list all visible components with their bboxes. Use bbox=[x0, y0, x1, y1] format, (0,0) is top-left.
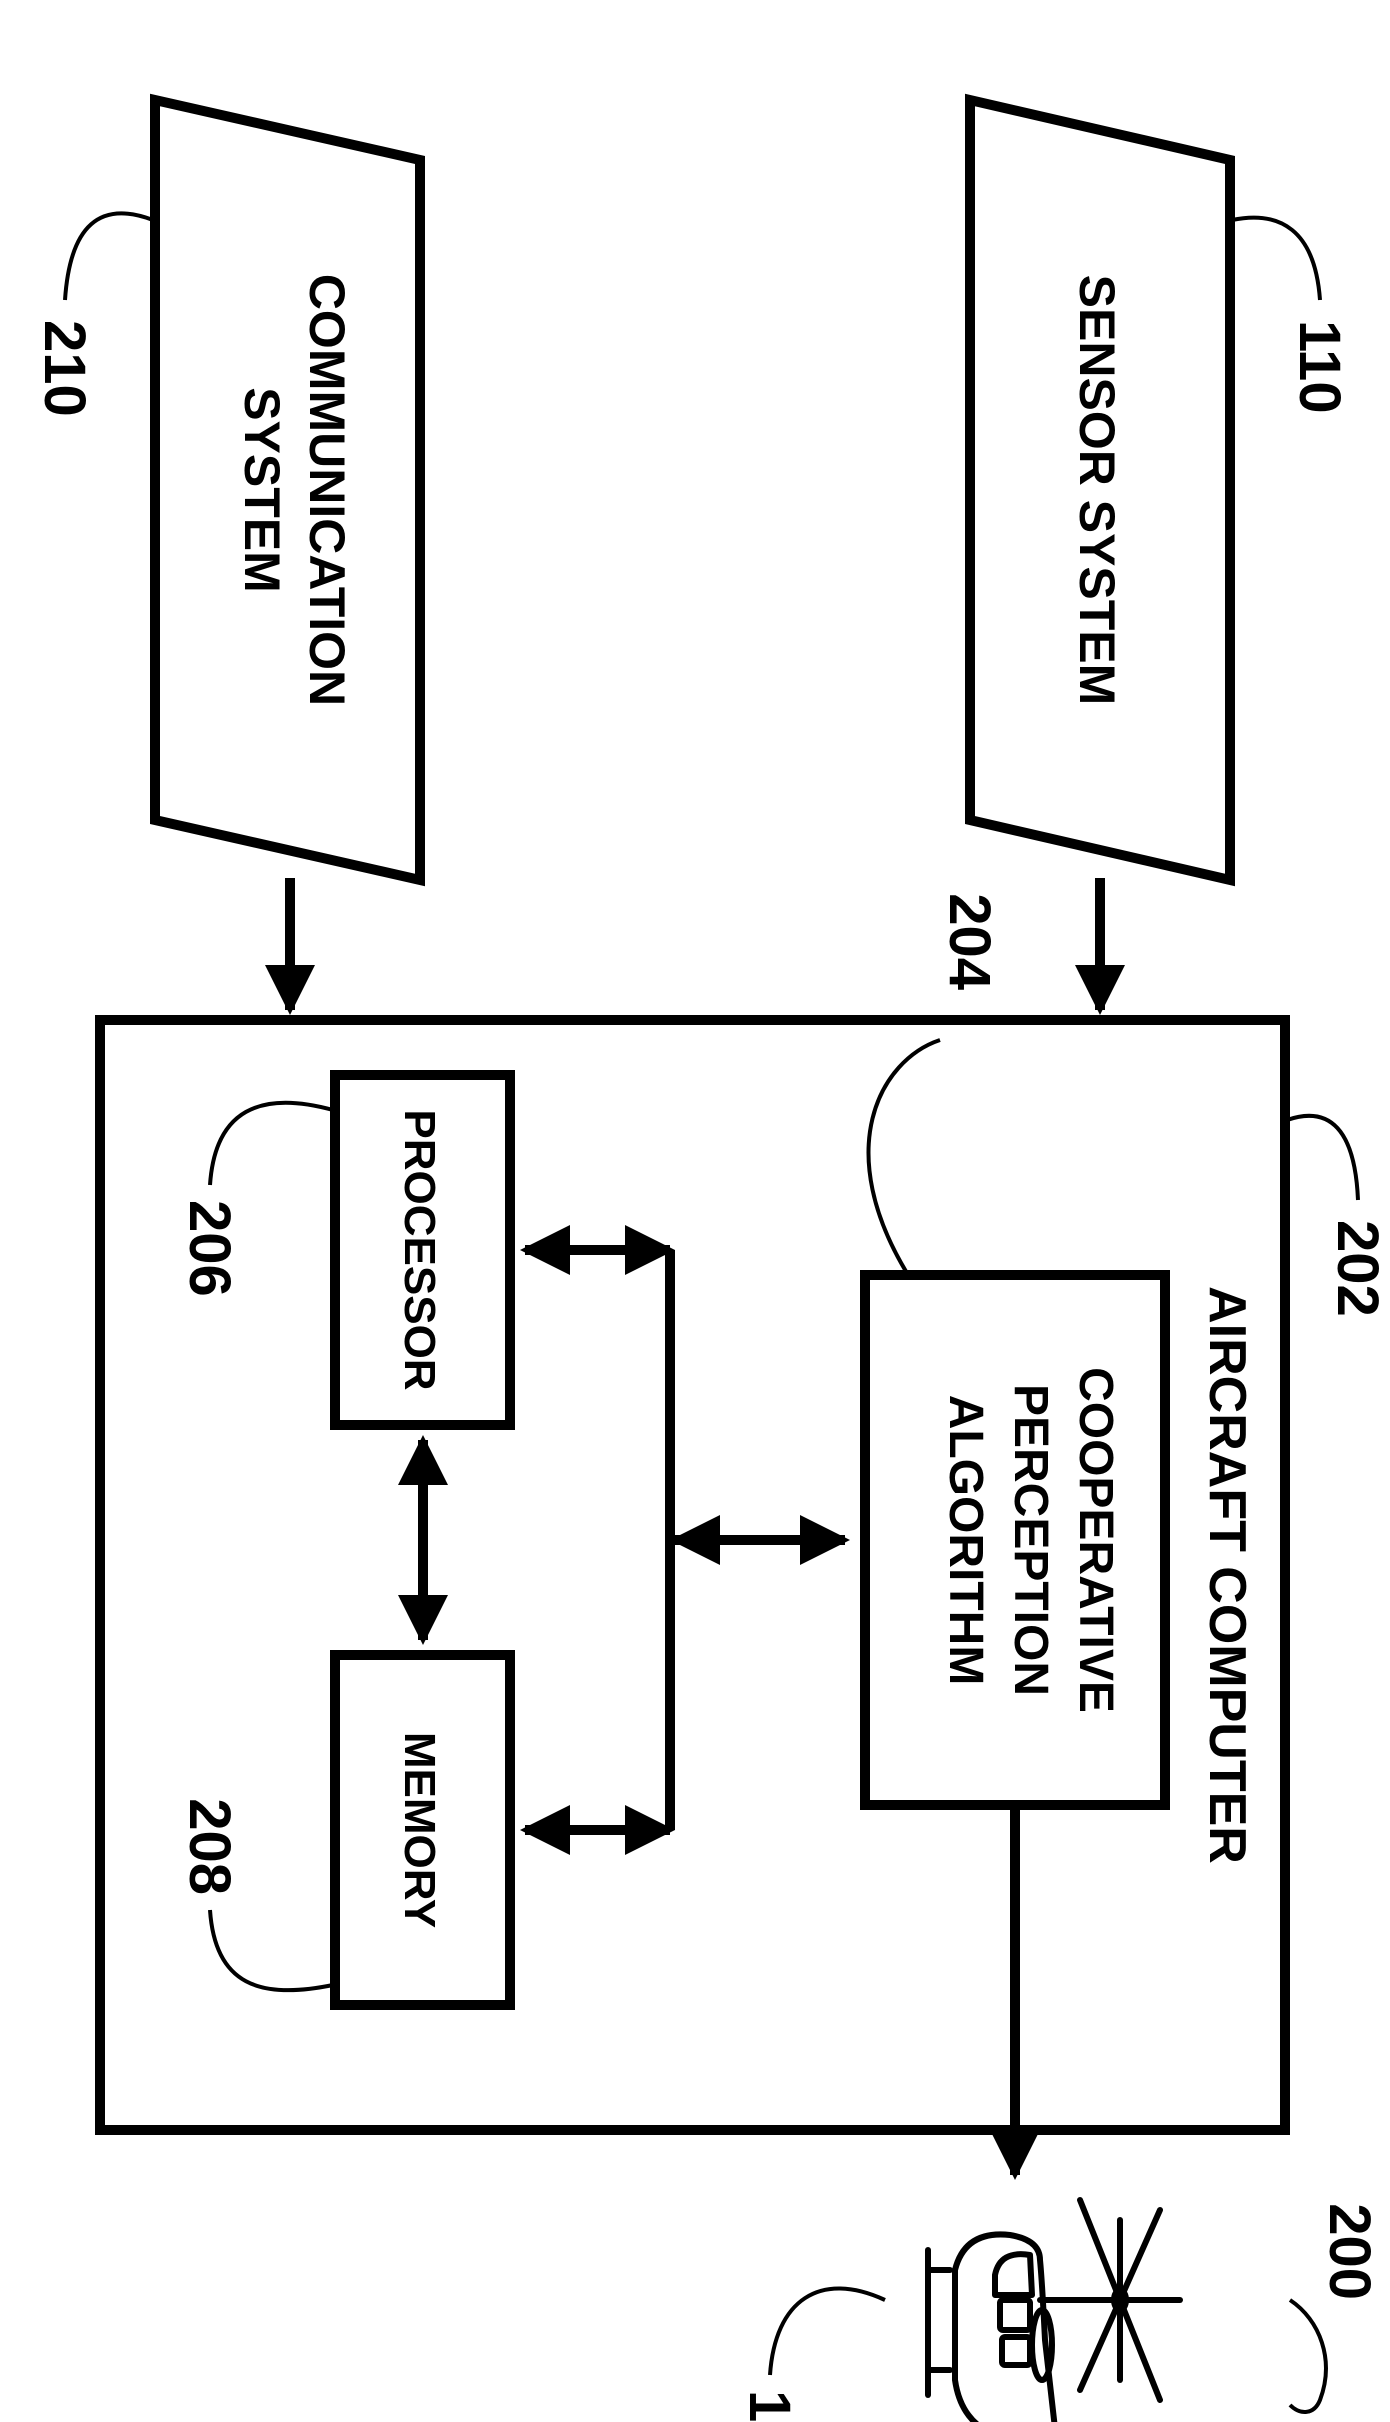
ref-208: 208 bbox=[177, 1798, 242, 1895]
sensor-system-label: SENSOR SYSTEM bbox=[1069, 275, 1125, 706]
ref-210: 210 bbox=[32, 320, 97, 417]
leader-204 bbox=[869, 1040, 940, 1278]
ref-206: 206 bbox=[177, 1200, 242, 1297]
memory-block: MEMORY bbox=[335, 1655, 510, 2005]
communication-system-block: COMMUNICATION SYSTEM bbox=[155, 100, 420, 880]
leader-210 bbox=[65, 213, 153, 300]
processor-label: PROCESSOR bbox=[395, 1109, 444, 1390]
leader-200 bbox=[1290, 2300, 1326, 2412]
algorithm-label-line3: ALGORITHM bbox=[939, 1395, 992, 1686]
memory-label: MEMORY bbox=[395, 1732, 444, 1928]
communication-system-label-line1: COMMUNICATION bbox=[299, 274, 355, 706]
leader-202 bbox=[1287, 1116, 1358, 1200]
ref-202: 202 bbox=[1325, 1220, 1390, 1317]
ref-200: 200 bbox=[1317, 2203, 1382, 2300]
leader-208 bbox=[210, 1910, 333, 1990]
algorithm-block: COOPERATIVE PERCEPTION ALGORITHM bbox=[865, 1275, 1165, 1805]
helicopter-icon bbox=[904, 2200, 1180, 2422]
ref-100: 100 bbox=[737, 2390, 802, 2422]
leader-206 bbox=[210, 1103, 333, 1185]
leader-100 bbox=[770, 2289, 885, 2375]
algorithm-label-line2: PERCEPTION bbox=[1004, 1384, 1057, 1696]
algorithm-label-line1: COOPERATIVE bbox=[1069, 1367, 1122, 1713]
ref-110: 110 bbox=[1287, 320, 1352, 414]
communication-system-label-line2: SYSTEM bbox=[234, 387, 290, 593]
ref-204: 204 bbox=[937, 893, 1002, 990]
processor-block: PROCESSOR bbox=[335, 1075, 510, 1425]
aircraft-computer-label: AIRCRAFT COMPUTER bbox=[1198, 1286, 1256, 1864]
sensor-system-block: SENSOR SYSTEM bbox=[970, 100, 1230, 880]
leader-110 bbox=[1232, 218, 1320, 300]
